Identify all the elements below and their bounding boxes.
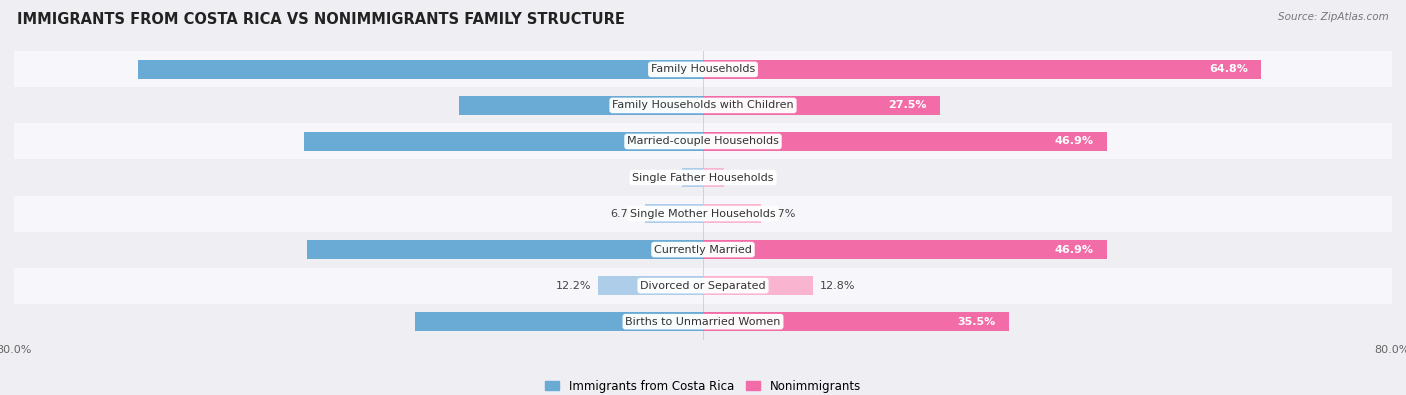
Text: 6.7%: 6.7% bbox=[610, 209, 638, 218]
Text: Single Father Households: Single Father Households bbox=[633, 173, 773, 182]
Bar bbox=[703, 132, 1107, 151]
Bar bbox=[703, 312, 1008, 331]
Text: 12.8%: 12.8% bbox=[820, 280, 856, 291]
Text: Births to Unmarried Women: Births to Unmarried Women bbox=[626, 317, 780, 327]
Bar bbox=[703, 276, 813, 295]
Text: Source: ZipAtlas.com: Source: ZipAtlas.com bbox=[1278, 12, 1389, 22]
Text: 12.2%: 12.2% bbox=[555, 280, 591, 291]
Bar bbox=[14, 160, 1392, 196]
Bar bbox=[703, 240, 1107, 259]
Text: Single Mother Households: Single Mother Households bbox=[630, 209, 776, 218]
Bar bbox=[14, 87, 1392, 124]
Bar bbox=[415, 312, 703, 331]
Text: Family Households: Family Households bbox=[651, 64, 755, 74]
Bar bbox=[703, 96, 939, 115]
Text: Family Households with Children: Family Households with Children bbox=[612, 100, 794, 111]
Bar bbox=[304, 132, 703, 151]
Bar bbox=[14, 304, 1392, 340]
Text: Currently Married: Currently Married bbox=[654, 245, 752, 255]
Bar bbox=[307, 240, 703, 259]
Text: 28.3%: 28.3% bbox=[686, 100, 724, 111]
Text: 46.3%: 46.3% bbox=[686, 136, 724, 147]
Text: 65.6%: 65.6% bbox=[686, 64, 724, 74]
Bar bbox=[460, 96, 703, 115]
Bar bbox=[138, 60, 703, 79]
Bar bbox=[14, 51, 1392, 87]
Bar bbox=[703, 204, 761, 223]
Text: 2.4%: 2.4% bbox=[647, 173, 675, 182]
Bar bbox=[14, 124, 1392, 160]
Text: Divorced or Separated: Divorced or Separated bbox=[640, 280, 766, 291]
Text: 6.7%: 6.7% bbox=[768, 209, 796, 218]
Text: 27.5%: 27.5% bbox=[889, 100, 927, 111]
Text: 46.9%: 46.9% bbox=[1054, 136, 1094, 147]
Bar bbox=[14, 196, 1392, 231]
Text: 2.4%: 2.4% bbox=[731, 173, 759, 182]
Legend: Immigrants from Costa Rica, Nonimmigrants: Immigrants from Costa Rica, Nonimmigrant… bbox=[540, 375, 866, 395]
Bar bbox=[703, 168, 724, 187]
Text: 35.5%: 35.5% bbox=[957, 317, 995, 327]
Text: IMMIGRANTS FROM COSTA RICA VS NONIMMIGRANTS FAMILY STRUCTURE: IMMIGRANTS FROM COSTA RICA VS NONIMMIGRA… bbox=[17, 12, 624, 27]
Bar bbox=[645, 204, 703, 223]
Text: 33.4%: 33.4% bbox=[686, 317, 724, 327]
Text: 46.9%: 46.9% bbox=[1054, 245, 1094, 255]
Text: Married-couple Households: Married-couple Households bbox=[627, 136, 779, 147]
Text: 46.0%: 46.0% bbox=[686, 245, 724, 255]
Bar bbox=[682, 168, 703, 187]
Bar bbox=[14, 231, 1392, 268]
Bar bbox=[703, 60, 1261, 79]
Bar bbox=[598, 276, 703, 295]
Bar bbox=[14, 268, 1392, 304]
Text: 64.8%: 64.8% bbox=[1209, 64, 1249, 74]
